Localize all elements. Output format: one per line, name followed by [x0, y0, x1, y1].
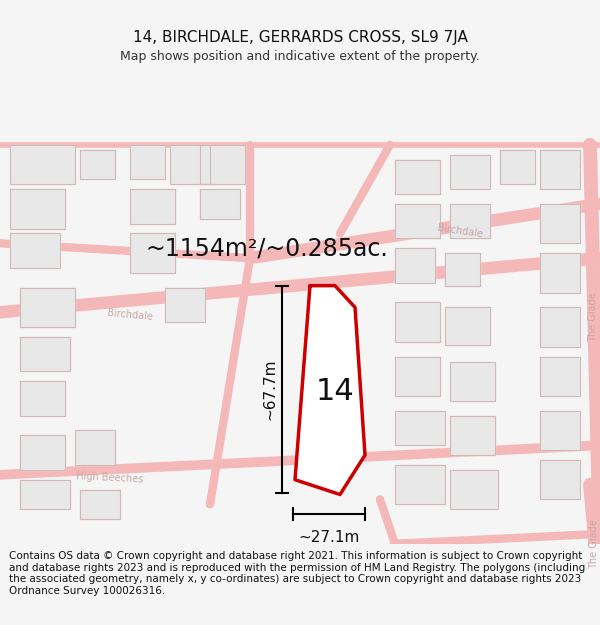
Polygon shape [450, 361, 495, 401]
Text: 14, BIRCHDALE, GERRARDS CROSS, SL9 7JA: 14, BIRCHDALE, GERRARDS CROSS, SL9 7JA [133, 30, 467, 45]
Polygon shape [445, 253, 480, 286]
Polygon shape [20, 337, 70, 371]
Polygon shape [395, 302, 440, 342]
Polygon shape [500, 150, 535, 184]
Polygon shape [445, 308, 490, 345]
Text: Birchdale: Birchdale [107, 308, 153, 322]
Polygon shape [540, 308, 580, 347]
Polygon shape [540, 460, 580, 499]
Text: Map shows position and indicative extent of the property.: Map shows position and indicative extent… [120, 50, 480, 62]
Polygon shape [80, 489, 120, 519]
Polygon shape [395, 411, 445, 445]
Polygon shape [540, 357, 580, 396]
Text: ~1154m²/~0.285ac.: ~1154m²/~0.285ac. [145, 236, 388, 260]
Polygon shape [10, 145, 75, 184]
Polygon shape [20, 381, 65, 416]
Polygon shape [395, 204, 440, 238]
Polygon shape [20, 480, 70, 509]
Polygon shape [295, 286, 365, 494]
Polygon shape [200, 189, 240, 219]
Polygon shape [395, 357, 440, 396]
Polygon shape [20, 436, 65, 470]
Polygon shape [395, 465, 445, 504]
Text: High Beeches: High Beeches [76, 471, 144, 484]
Polygon shape [450, 470, 498, 509]
Text: Contains OS data © Crown copyright and database right 2021. This information is : Contains OS data © Crown copyright and d… [9, 551, 585, 596]
Polygon shape [75, 431, 115, 465]
Polygon shape [540, 411, 580, 450]
Polygon shape [540, 204, 580, 243]
Polygon shape [130, 234, 175, 273]
Polygon shape [540, 253, 580, 292]
Text: The Glade: The Glade [589, 519, 599, 569]
Polygon shape [130, 189, 175, 224]
Polygon shape [165, 288, 205, 322]
Text: The Glade: The Glade [588, 292, 598, 342]
Polygon shape [450, 154, 490, 189]
Polygon shape [540, 150, 580, 189]
Polygon shape [130, 145, 165, 179]
Polygon shape [450, 416, 495, 455]
Text: ~27.1m: ~27.1m [298, 530, 359, 545]
Polygon shape [10, 189, 65, 229]
Text: ~67.7m: ~67.7m [263, 358, 277, 420]
Polygon shape [395, 159, 440, 194]
Polygon shape [20, 288, 75, 327]
Polygon shape [200, 145, 245, 184]
Text: Birchdale: Birchdale [437, 223, 484, 239]
Text: 14: 14 [316, 377, 355, 406]
Polygon shape [450, 204, 490, 238]
Polygon shape [10, 234, 60, 268]
Polygon shape [80, 150, 115, 179]
Polygon shape [170, 145, 210, 184]
Polygon shape [395, 248, 435, 282]
